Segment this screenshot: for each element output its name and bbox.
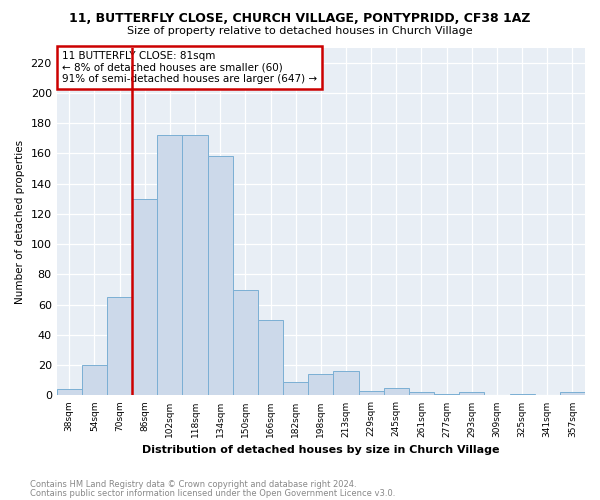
Bar [56,390,82,396]
Bar [434,394,459,396]
Bar [258,320,283,396]
Bar [233,290,258,396]
Bar [409,392,434,396]
Bar [359,391,384,396]
Y-axis label: Number of detached properties: Number of detached properties [15,140,25,304]
Bar [208,156,233,396]
Bar [384,388,409,396]
Text: 11, BUTTERFLY CLOSE, CHURCH VILLAGE, PONTYPRIDD, CF38 1AZ: 11, BUTTERFLY CLOSE, CHURCH VILLAGE, PON… [69,12,531,26]
Bar [308,374,334,396]
Bar [509,394,535,396]
Bar [132,199,157,396]
Text: Size of property relative to detached houses in Church Village: Size of property relative to detached ho… [127,26,473,36]
Text: 11 BUTTERFLY CLOSE: 81sqm
← 8% of detached houses are smaller (60)
91% of semi-d: 11 BUTTERFLY CLOSE: 81sqm ← 8% of detach… [62,51,317,84]
Text: Contains public sector information licensed under the Open Government Licence v3: Contains public sector information licen… [30,488,395,498]
Bar [560,392,585,396]
Bar [82,365,107,396]
Bar [334,371,359,396]
Bar [283,382,308,396]
X-axis label: Distribution of detached houses by size in Church Village: Distribution of detached houses by size … [142,445,500,455]
Bar [107,297,132,396]
Bar [182,135,208,396]
Bar [157,135,182,396]
Text: Contains HM Land Registry data © Crown copyright and database right 2024.: Contains HM Land Registry data © Crown c… [30,480,356,489]
Bar [459,392,484,396]
